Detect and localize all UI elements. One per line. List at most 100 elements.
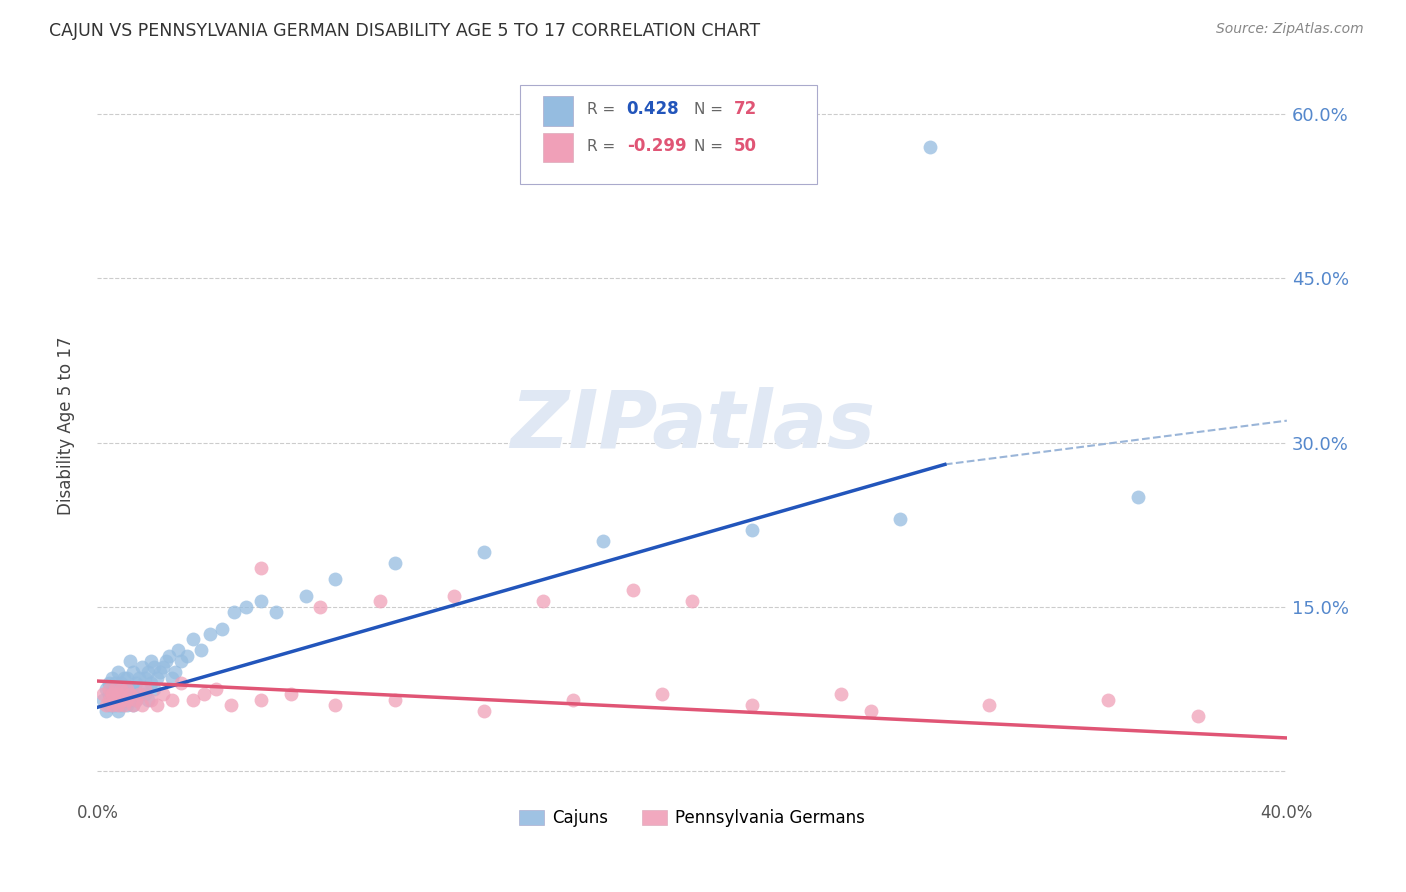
Point	[101, 692, 124, 706]
Point	[1126, 490, 1149, 504]
Point	[128, 687, 150, 701]
Point	[224, 605, 246, 619]
Text: 50: 50	[734, 137, 756, 155]
Point	[122, 698, 145, 712]
Point	[115, 671, 138, 685]
Point	[169, 654, 191, 668]
Point	[205, 681, 228, 696]
Point	[169, 676, 191, 690]
Point	[562, 692, 585, 706]
Point	[741, 523, 763, 537]
Point	[250, 561, 273, 575]
Point	[115, 698, 138, 712]
Text: N =: N =	[695, 102, 728, 117]
Point	[101, 671, 124, 685]
Point	[128, 687, 150, 701]
Point	[160, 671, 183, 685]
Point	[112, 698, 135, 712]
Point	[101, 681, 124, 696]
Point	[122, 665, 145, 680]
Point	[107, 681, 129, 696]
Text: R =: R =	[588, 138, 620, 153]
Point	[112, 671, 135, 685]
Point	[621, 583, 644, 598]
Point	[134, 687, 156, 701]
Point	[125, 692, 148, 706]
Point	[384, 556, 406, 570]
Y-axis label: Disability Age 5 to 17: Disability Age 5 to 17	[58, 337, 75, 516]
Point	[181, 632, 204, 647]
Point	[294, 589, 316, 603]
Point	[120, 681, 142, 696]
Point	[131, 660, 153, 674]
Text: 72: 72	[734, 101, 756, 119]
Point	[166, 643, 188, 657]
Point	[250, 692, 273, 706]
Point	[110, 698, 132, 712]
Point	[443, 589, 465, 603]
Point	[142, 660, 165, 674]
Point	[107, 704, 129, 718]
Point	[122, 698, 145, 712]
Legend: Cajuns, Pennsylvania Germans: Cajuns, Pennsylvania Germans	[510, 801, 873, 836]
Text: Source: ZipAtlas.com: Source: ZipAtlas.com	[1216, 22, 1364, 37]
Point	[125, 676, 148, 690]
Point	[219, 698, 242, 712]
Point	[96, 704, 118, 718]
Point	[149, 665, 172, 680]
Point	[1097, 692, 1119, 706]
Point	[681, 594, 703, 608]
Point	[107, 665, 129, 680]
Point	[104, 687, 127, 701]
Point	[98, 687, 121, 701]
Point	[918, 140, 941, 154]
Point	[112, 692, 135, 706]
Point	[93, 687, 115, 701]
Point	[98, 698, 121, 712]
Point	[104, 692, 127, 706]
Point	[96, 681, 118, 696]
Point	[93, 692, 115, 706]
Point	[134, 671, 156, 685]
Point	[104, 698, 127, 712]
FancyBboxPatch shape	[544, 96, 574, 126]
Point	[889, 512, 911, 526]
Point	[152, 660, 174, 674]
Point	[146, 698, 169, 712]
Point	[110, 681, 132, 696]
Text: ZIPatlas: ZIPatlas	[509, 387, 875, 465]
Point	[115, 681, 138, 696]
Point	[309, 599, 332, 614]
Point	[110, 692, 132, 706]
Point	[384, 692, 406, 706]
Point	[533, 594, 555, 608]
Point	[146, 671, 169, 685]
Point	[104, 681, 127, 696]
Text: 0.428: 0.428	[627, 101, 679, 119]
Point	[107, 692, 129, 706]
Point	[98, 692, 121, 706]
Point	[131, 698, 153, 712]
Point	[107, 687, 129, 701]
Point	[264, 605, 287, 619]
Point	[120, 654, 142, 668]
Point	[107, 698, 129, 712]
Point	[472, 545, 495, 559]
Text: R =: R =	[588, 102, 620, 117]
Point	[101, 687, 124, 701]
Point	[235, 599, 257, 614]
Point	[142, 681, 165, 696]
FancyBboxPatch shape	[520, 86, 817, 185]
Point	[139, 676, 162, 690]
Point	[859, 704, 882, 718]
Point	[280, 687, 302, 701]
Point	[134, 681, 156, 696]
Point	[979, 698, 1001, 712]
Point	[120, 692, 142, 706]
Point	[323, 698, 346, 712]
Point	[122, 681, 145, 696]
Point	[250, 594, 273, 608]
Point	[136, 665, 159, 680]
Point	[152, 687, 174, 701]
Point	[176, 648, 198, 663]
